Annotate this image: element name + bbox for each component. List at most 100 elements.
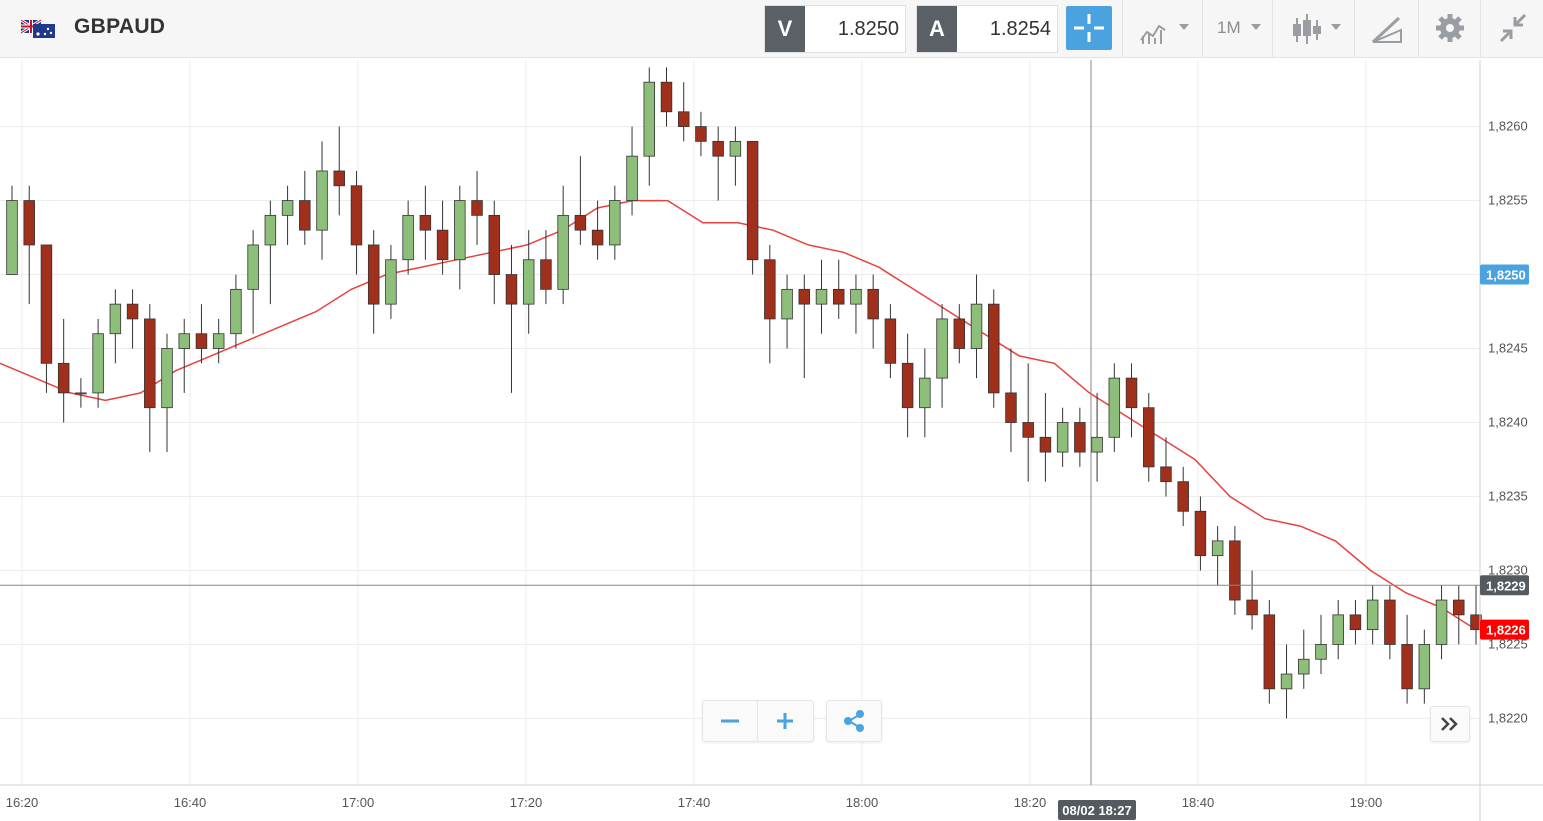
grid: [0, 60, 1480, 785]
buy-price-button[interactable]: A 1.8254: [916, 5, 1058, 53]
uk-australia-flag-icon: [21, 18, 55, 38]
candle: [936, 304, 948, 408]
candle: [660, 67, 673, 127]
candle-body: [746, 140, 759, 261]
zoom-in-button[interactable]: [758, 701, 812, 741]
candle-body: [1418, 644, 1431, 690]
candle: [867, 274, 879, 349]
timeframe-label: 1M: [1217, 18, 1241, 37]
candle-body: [1349, 614, 1362, 631]
candle-body: [540, 259, 552, 290]
candle: [919, 348, 931, 438]
symbol-title: GBPAUD: [74, 15, 166, 38]
candle: [1366, 585, 1379, 645]
candle: [6, 185, 18, 275]
candle-body: [867, 288, 879, 320]
candle-body: [781, 288, 793, 320]
candle: [230, 274, 242, 349]
candle-body: [764, 259, 776, 320]
candle-body: [1177, 481, 1189, 512]
candle-body: [350, 185, 363, 246]
candle-body: [1366, 599, 1379, 631]
candle: [40, 244, 53, 393]
candle: [385, 244, 397, 319]
candle: [488, 200, 500, 305]
candle: [1332, 600, 1344, 660]
candle: [643, 67, 656, 186]
candle: [574, 156, 587, 245]
candle: [161, 333, 173, 453]
last-price-label: 1,8226: [1486, 623, 1526, 638]
candle: [1418, 629, 1431, 704]
sell-price-button[interactable]: V 1.8250: [764, 5, 906, 53]
candle-body: [591, 229, 604, 246]
candle-body: [850, 288, 862, 305]
crosshair-price-label: 1,8229: [1486, 578, 1526, 593]
buy-price: 1.8254: [989, 18, 1051, 40]
candle: [367, 230, 380, 334]
candle: [1005, 348, 1017, 453]
candle: [746, 140, 759, 275]
candle: [729, 126, 742, 186]
bid-price-badge: [1480, 264, 1529, 285]
drawing-tools-icon: [1371, 16, 1402, 44]
x-tick-label: 18:40: [1182, 795, 1215, 810]
candle-body: [1074, 422, 1086, 453]
candle-body: [1315, 644, 1327, 660]
candle: [1401, 614, 1413, 704]
candle: [109, 289, 122, 364]
y-tick-label: 1,8245: [1488, 341, 1528, 356]
share-button[interactable]: [826, 700, 882, 742]
candle: [970, 274, 983, 379]
candle-body: [1298, 658, 1310, 675]
sell-label: V: [765, 6, 805, 52]
collapse-arrows-icon: [1499, 13, 1527, 43]
candle: [591, 200, 604, 260]
candle-body: [677, 111, 690, 127]
candle-body: [1280, 673, 1293, 690]
candle-body: [1091, 436, 1103, 453]
timeframe-selector[interactable]: 1M: [1202, 0, 1273, 57]
y-tick-label: 1,8255: [1488, 193, 1528, 208]
share-icon: [844, 710, 864, 732]
candle: [178, 318, 190, 393]
candle-body: [1005, 392, 1017, 423]
candle: [832, 259, 845, 319]
scroll-to-latest-button[interactable]: [1430, 706, 1470, 742]
drawing-tools-button[interactable]: [1354, 0, 1419, 57]
collapse-button[interactable]: [1480, 0, 1543, 57]
candle-body: [488, 214, 500, 275]
candle-body: [195, 333, 208, 349]
chart-type-button[interactable]: [1272, 0, 1355, 57]
candle: [1022, 363, 1034, 482]
candle: [626, 126, 638, 216]
candle-body: [798, 288, 811, 305]
candle-body: [1332, 614, 1344, 645]
indicators-button[interactable]: [1122, 0, 1203, 57]
candle: [1108, 363, 1121, 453]
candle: [1056, 407, 1069, 467]
candle: [695, 111, 707, 157]
candle-body: [1229, 540, 1241, 601]
candle-body: [1056, 422, 1069, 453]
crosshair-icon: [1074, 14, 1104, 42]
price-chart[interactable]: 1,8220 1,8225 1,8230 1,8235 1,8240 1,8245 1,82…: [0, 58, 1543, 821]
y-tick-label: 1,8235: [1488, 488, 1528, 503]
candle-body: [385, 259, 397, 305]
buy-label: A: [917, 6, 957, 52]
candle-body: [574, 214, 587, 231]
candle: [540, 230, 552, 305]
candle: [1194, 496, 1207, 571]
candle: [436, 200, 449, 275]
candle-body: [144, 318, 156, 409]
candle-body: [815, 288, 828, 305]
candle-body: [609, 200, 621, 246]
candle-body: [6, 200, 18, 275]
candle-body: [936, 318, 948, 379]
zoom-out-button[interactable]: [703, 701, 758, 741]
candle-body: [695, 126, 707, 142]
candle-body: [953, 318, 966, 349]
candle: [1125, 363, 1138, 438]
settings-button[interactable]: [1418, 0, 1481, 57]
crosshair-button[interactable]: [1066, 6, 1112, 50]
